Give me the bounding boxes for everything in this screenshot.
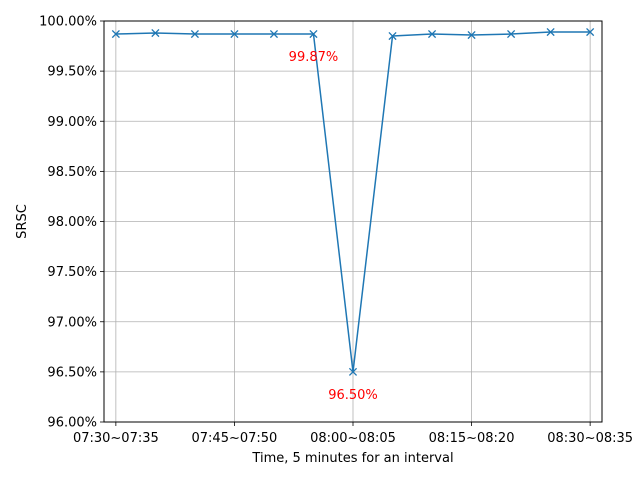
data-point [388,31,397,41]
point-marker-stroke [190,29,199,39]
data-point [546,27,555,37]
x-tick-label: 08:30~08:35 [547,431,633,446]
data-point [190,29,199,39]
grid-lines [104,20,602,423]
x-tick-label: 07:45~07:50 [192,431,278,446]
point-marker-stroke [546,27,555,37]
data-point [269,29,279,39]
x-axis-ticks: 07:30~07:35 07:45~07:50 08:00~08:05 08:15~0… [73,422,633,446]
point-marker-stroke [467,30,476,40]
y-axis-label: SRSC [15,204,30,239]
data-label: 99.87% [289,50,339,65]
y-tick-label: 97.00% [47,315,97,330]
point-marker-stroke [507,29,516,39]
y-tick-label: 100.00% [39,15,97,30]
data-point [151,28,160,38]
point-marker-stroke [151,28,160,38]
point-marker-stroke [230,29,239,39]
y-tick-label: 99.50% [47,65,97,80]
point-marker-stroke [388,31,397,41]
x-tick-label: 08:15~08:20 [429,431,515,446]
data-point [586,27,595,37]
y-tick-label: 96.00% [47,416,97,431]
point-marker-stroke [309,29,318,39]
point-marker-stroke [348,367,358,376]
point-marker-stroke [111,29,120,39]
point-marker-stroke [586,27,595,37]
data-label: 96.50% [328,388,378,403]
data-point [348,367,358,376]
x-tick-label: 07:30~07:35 [73,431,159,446]
y-tick-label: 96.50% [47,365,97,380]
data-point [111,29,120,39]
y-tick-label: 97.50% [47,265,97,280]
data-point [467,30,476,40]
y-tick-label: 99.00% [47,115,97,130]
data-point [507,29,516,39]
y-tick-label: 98.50% [47,165,97,180]
y-axis-ticks: 96.00% 96.50% 97.00% 97.50% 98.00% 98.50% 99.0… [39,15,104,431]
x-axis-label: Time, 5 minutes for an interval [251,451,453,466]
y-tick-label: 98.00% [47,215,97,230]
data-point [230,29,239,39]
point-marker-stroke [427,29,437,39]
data-point [309,29,318,39]
data-point [427,29,437,39]
plot-frame [103,20,603,423]
series-layer [111,27,595,376]
annotations: 99.87% 96.50% [289,50,378,403]
point-marker-stroke [269,29,279,39]
x-tick-label: 08:00~08:05 [310,431,396,446]
